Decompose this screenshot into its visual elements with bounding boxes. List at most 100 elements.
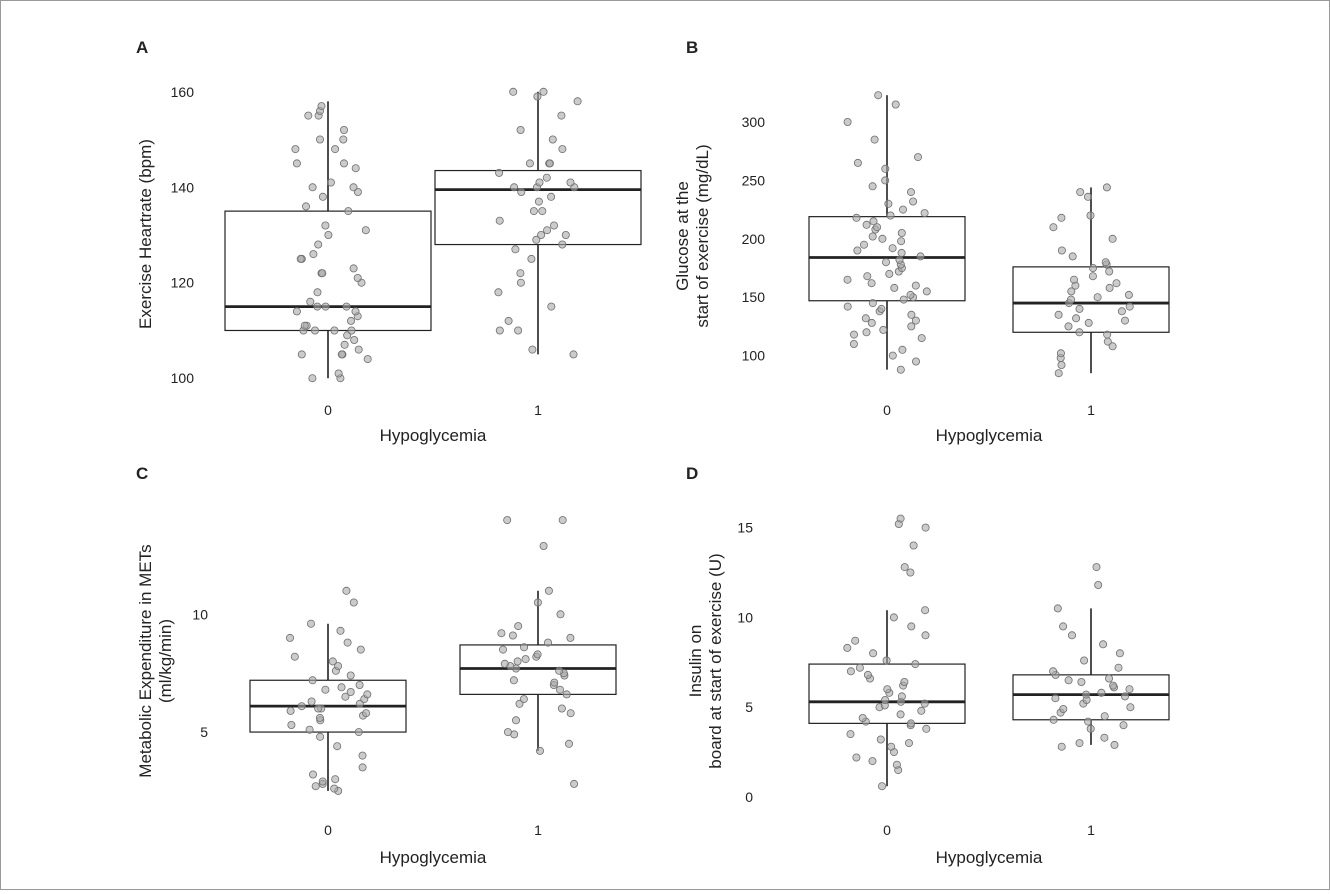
data-point (896, 710, 905, 719)
data-point (533, 92, 542, 101)
data-point (557, 704, 566, 713)
box-iqr (224, 210, 432, 332)
data-point (307, 697, 316, 706)
data-point (292, 307, 301, 316)
data-point (1076, 188, 1085, 197)
data-point (1075, 304, 1084, 313)
data-point (891, 100, 900, 109)
y-tick-label: 0 (745, 789, 753, 805)
data-point (514, 326, 523, 335)
data-point (550, 221, 559, 230)
data-point (1072, 314, 1081, 323)
data-point (354, 728, 363, 737)
data-point (1070, 275, 1079, 284)
data-point (504, 316, 513, 325)
data-point (881, 176, 890, 185)
data-point (347, 326, 356, 335)
data-point (1049, 667, 1058, 676)
data-point (906, 290, 915, 299)
data-point (881, 164, 890, 173)
data-point (843, 643, 852, 652)
data-point (882, 258, 891, 267)
data-point (922, 287, 931, 296)
data-point (1067, 287, 1076, 296)
data-point (1093, 293, 1102, 302)
data-point (534, 197, 543, 206)
data-point (868, 182, 877, 191)
data-point (311, 782, 320, 791)
x-axis-title: Hypoglycemia (380, 848, 487, 867)
data-point (521, 655, 530, 664)
data-point (884, 199, 893, 208)
y-axis-title: start of exercise (mg/dL) (693, 144, 712, 327)
data-point (306, 297, 315, 306)
data-point (911, 316, 920, 325)
data-point (846, 667, 855, 676)
y-tick-label: 140 (171, 179, 195, 195)
data-point (1109, 681, 1118, 690)
data-point (561, 230, 570, 239)
y-tick-label: 15 (737, 520, 753, 536)
data-point (900, 563, 909, 572)
data-point (285, 633, 294, 642)
data-point (1054, 369, 1063, 378)
data-point (1086, 724, 1095, 733)
data-point (1101, 258, 1110, 267)
y-axis-title: Glucose at the (673, 181, 692, 291)
data-point (1105, 674, 1114, 683)
data-point (349, 183, 358, 192)
data-point (308, 676, 317, 685)
data-point (1108, 342, 1117, 351)
data-point (917, 334, 926, 343)
data-point (897, 228, 906, 237)
data-point (1103, 337, 1112, 346)
data-point (886, 211, 895, 220)
data-point (336, 626, 345, 635)
data-point (1059, 705, 1068, 714)
data-point (1105, 283, 1114, 292)
data-point (330, 326, 339, 335)
data-point (862, 328, 871, 337)
data-point (1089, 263, 1098, 272)
box-iqr (434, 169, 642, 246)
data-point (286, 706, 295, 715)
data-point (562, 690, 571, 699)
data-point (318, 777, 327, 786)
y-tick-label: 5 (200, 724, 208, 740)
data-point (520, 643, 529, 652)
data-point (906, 568, 915, 577)
data-point (1108, 234, 1117, 243)
data-point (1067, 295, 1076, 304)
data-point (1092, 563, 1101, 572)
data-point (881, 696, 890, 705)
data-point (500, 659, 509, 668)
data-point (344, 207, 353, 216)
data-point (308, 183, 317, 192)
data-point (1084, 717, 1093, 726)
data-point (873, 223, 882, 232)
data-point (355, 681, 364, 690)
data-point (916, 252, 925, 261)
data-point (351, 164, 360, 173)
data-point (545, 159, 554, 168)
data-point (1068, 631, 1077, 640)
data-point (897, 237, 906, 246)
y-tick-label: 150 (742, 289, 766, 305)
data-point (346, 671, 355, 680)
data-point (495, 168, 504, 177)
y-tick-label: 160 (171, 84, 195, 100)
data-point (874, 91, 883, 100)
data-point (333, 742, 342, 751)
x-tick-label: 1 (534, 402, 542, 418)
data-point (356, 645, 365, 654)
data-point (1049, 223, 1058, 232)
data-point (565, 739, 574, 748)
data-point (1100, 733, 1109, 742)
data-point (557, 111, 566, 120)
y-tick-label: 300 (742, 114, 766, 130)
x-axis-title: Hypoglycemia (936, 426, 1043, 445)
data-point (343, 638, 352, 647)
data-point (849, 339, 858, 348)
data-point (1057, 742, 1066, 751)
data-point (511, 716, 520, 725)
